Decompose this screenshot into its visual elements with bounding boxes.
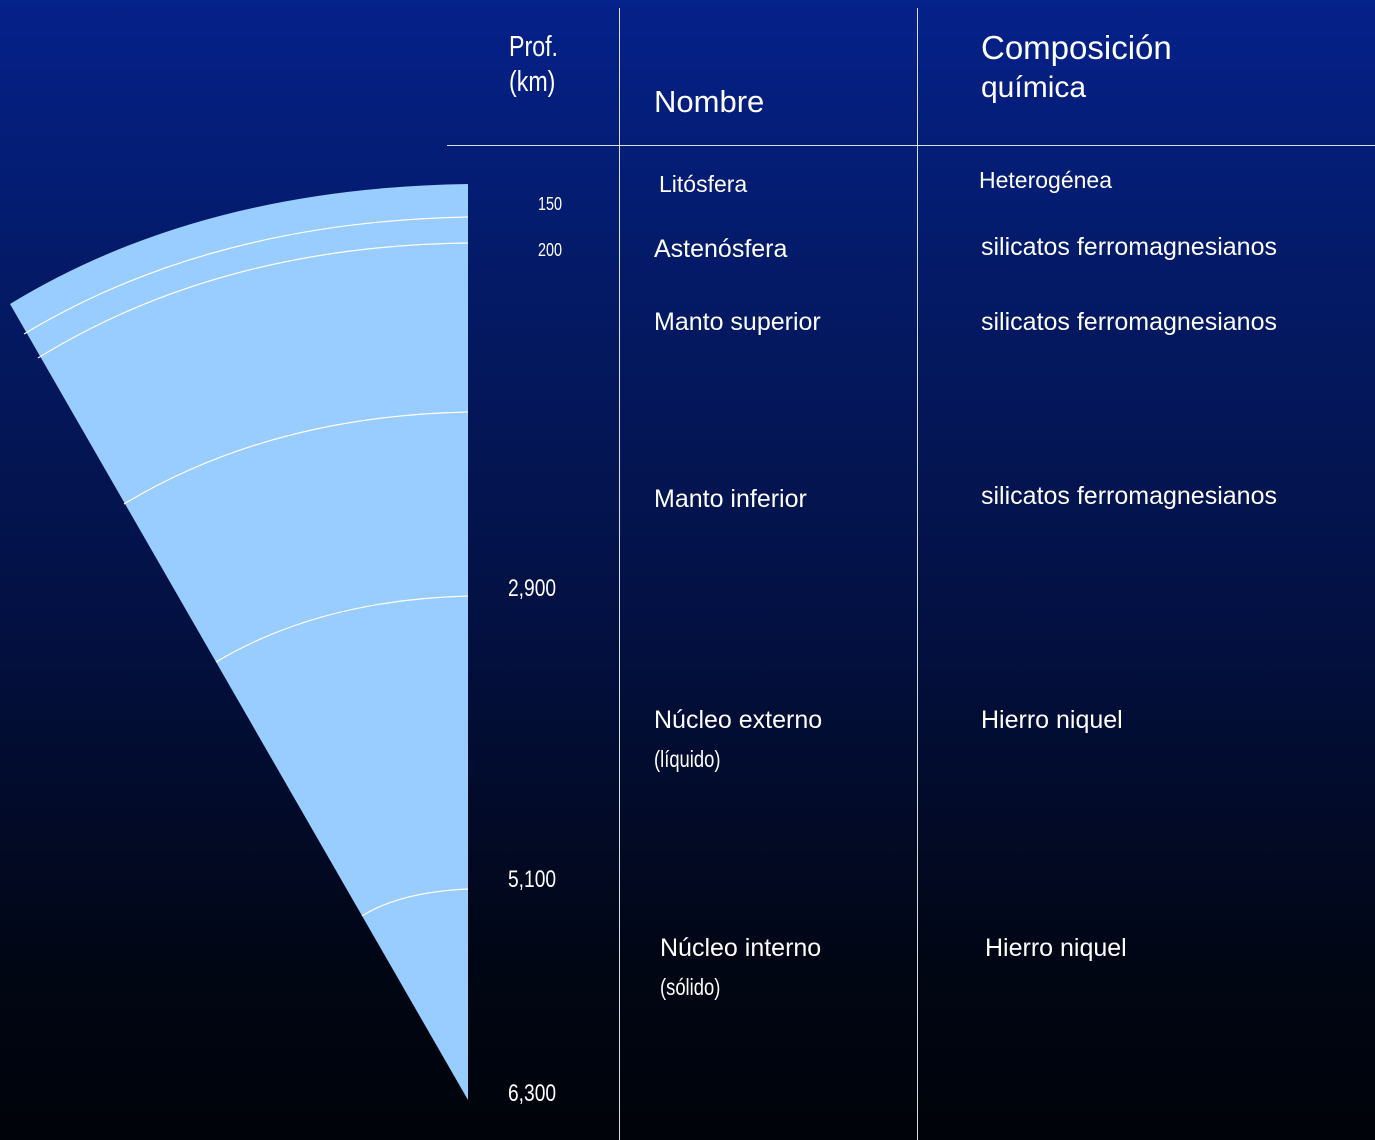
composition-header: Composición química [981,28,1172,106]
depth-label: 6,300 [508,1080,557,1107]
boundary-manto-superior-inferior [123,411,469,505]
depth-label: 5,100 [508,866,557,893]
composition-header-line2: química [981,70,1087,104]
name-header: Nombre [654,84,765,119]
layer-name-manto-inferior: Manto inferior [654,485,807,513]
composition-nucleo-interno: Hierro niquel [985,934,1127,962]
composition-header-line1: Composición [981,29,1172,66]
wedge-fill [10,184,468,1100]
layer-state-nucleo-externo: (líquido) [654,746,721,772]
layer-name-litosfera: Litósfera [659,171,748,197]
boundary-nucleo-externo-interno [361,888,469,917]
layer-name-manto-superior: Manto superior [654,308,821,336]
depth-header-line1: Prof. [509,31,558,63]
composition-nucleo-externo: Hierro niquel [981,706,1123,734]
composition-litosfera: Heterogénea [979,167,1112,193]
composition-astenosfera: silicatos ferromagnesianos [981,233,1277,261]
boundary-litosfera-astenosfera [23,216,469,335]
depth-label: 150 [538,194,563,214]
depth-label: 2,900 [508,575,557,602]
column-divider-name-composition [917,8,918,1140]
composition-manto-superior: silicatos ferromagnesianos [981,308,1277,336]
boundary-astenosfera-manto-superior [37,242,469,359]
header-divider [447,145,1375,146]
boundary-manto-nucleo [215,595,469,663]
depth-label: 200 [538,240,563,260]
depth-header: Prof. (km) [509,30,570,100]
layer-state-nucleo-interno: (sólido) [660,974,721,1000]
layer-name-nucleo-interno: Núcleo interno [660,934,822,962]
depth-header-line2: (km) [509,65,556,98]
layer-name-astenosfera: Astenósfera [654,235,788,263]
layer-name-nucleo-externo: Núcleo externo [654,706,823,734]
composition-manto-inferior: silicatos ferromagnesianos [981,482,1277,510]
column-divider-depth-name [619,8,620,1140]
